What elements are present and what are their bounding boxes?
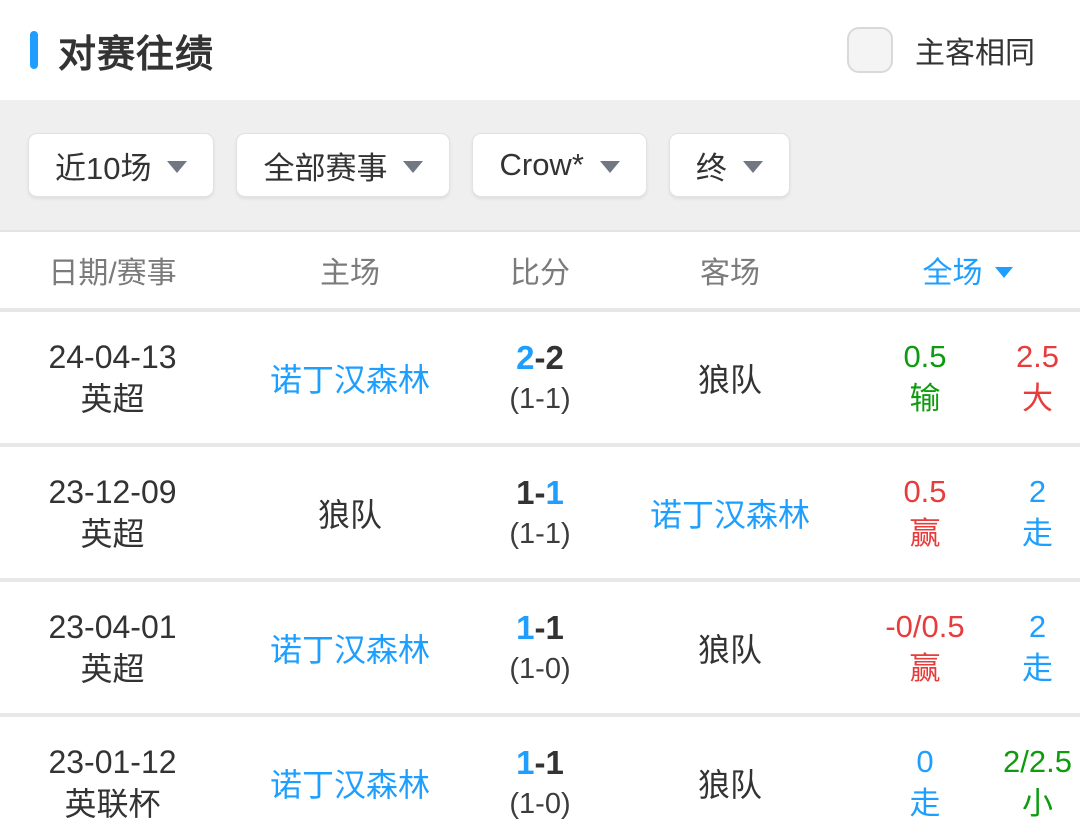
home-team[interactable]: 诺丁汉森林 (269, 631, 430, 668)
halftime-score: (1-0) (509, 652, 571, 685)
match-date: 23-01-12 (48, 743, 177, 780)
dropdown-recent-matches[interactable]: 近10场 (28, 133, 215, 197)
fulltime-score: 1-1 (475, 472, 605, 514)
competition: 英联杯 (64, 785, 161, 822)
col-score: 比分 (510, 257, 570, 290)
home-team[interactable]: 诺丁汉森林 (269, 361, 430, 398)
score-cell: 2-2 (1-1) (475, 337, 605, 419)
score-cell: 1-1 (1-1) (475, 472, 605, 554)
match-date: 24-04-13 (48, 338, 177, 375)
handicap-result: 走 (909, 785, 941, 821)
date-competition-cell: 24-04-13 英超 (0, 336, 225, 420)
col-away: 客场 (700, 257, 760, 290)
overunder-value: 2 (1028, 608, 1047, 644)
handicap-cell: -0/0.5 赢 (855, 606, 995, 690)
dropdown-all-competitions[interactable]: 全部赛事 (236, 133, 451, 197)
dropdown-label: 终 (695, 150, 727, 186)
overunder-cell: 2/2.5 小 (995, 741, 1080, 825)
table-header: 日期/赛事 主场 比分 客场 全场 (0, 232, 1080, 312)
halftime-score: (1-0) (509, 787, 571, 820)
section-header: 对赛往绩 主客相同 (0, 0, 1080, 100)
score-cell: 1-1 (1-0) (475, 742, 605, 824)
dropdown-label: Crow* (499, 147, 584, 182)
date-competition-cell: 23-04-01 英超 (0, 606, 225, 690)
away-team[interactable]: 狼队 (697, 766, 762, 803)
home-goals: 2 (516, 338, 535, 376)
overunder-result: 走 (1022, 515, 1053, 551)
match-date: 23-12-09 (48, 473, 177, 510)
table-row[interactable]: 23-01-12 英联杯 诺丁汉森林 1-1 (1-0) 狼队 0 走 2/2.… (0, 717, 1080, 836)
table-row[interactable]: 23-12-09 英超 狼队 1-1 (1-1) 诺丁汉森林 0.5 赢 2 走 (0, 447, 1080, 582)
overunder-value: 2.5 (1015, 338, 1060, 374)
home-team[interactable]: 诺丁汉森林 (269, 766, 430, 803)
col-fulltime-sort[interactable]: 全场 (855, 248, 1080, 292)
overunder-value: 2/2.5 (1003, 743, 1072, 779)
handicap-value: 0.5 (903, 338, 947, 374)
halftime-score: (1-1) (509, 382, 571, 415)
score-dash: - (534, 743, 546, 781)
home-goals: 1 (516, 608, 535, 646)
page-title: 对赛往绩 (58, 33, 215, 76)
checkbox-unchecked[interactable] (847, 27, 893, 73)
away-team[interactable]: 诺丁汉森林 (649, 496, 810, 533)
overunder-value: 2 (1028, 473, 1047, 509)
halftime-score: (1-1) (509, 517, 571, 550)
home-goals: 1 (516, 743, 535, 781)
date-competition-cell: 23-01-12 英联杯 (0, 741, 225, 825)
filter-bar: 近10场 全部赛事 Crow* 终 (0, 100, 1080, 232)
fulltime-score: 2-2 (475, 337, 605, 379)
away-team[interactable]: 狼队 (697, 361, 762, 398)
col-date-competition: 日期/赛事 (48, 257, 177, 290)
overunder-result: 走 (1022, 650, 1053, 686)
overunder-cell: 2 走 (995, 471, 1080, 555)
handicap-result: 赢 (909, 515, 941, 551)
handicap-value: 0 (916, 743, 934, 779)
overunder-cell: 2 走 (995, 606, 1080, 690)
col-fulltime-label: 全场 (922, 257, 983, 290)
dropdown-label: 全部赛事 (263, 150, 388, 186)
away-team[interactable]: 狼队 (697, 631, 762, 668)
overunder-result: 大 (1022, 380, 1053, 416)
dropdown-bookmaker[interactable]: Crow* (472, 133, 647, 197)
fulltime-score: 1-1 (475, 742, 605, 784)
same-home-away-toggle[interactable]: 主客相同 (847, 27, 1035, 73)
overunder-result: 小 (1022, 785, 1053, 821)
handicap-value: -0/0.5 (885, 608, 965, 644)
checkbox-label: 主客相同 (915, 37, 1035, 70)
chevron-down-icon (403, 161, 424, 173)
handicap-cell: 0.5 赢 (855, 471, 995, 555)
chevron-down-icon (742, 161, 763, 173)
table-row[interactable]: 24-04-13 英超 诺丁汉森林 2-2 (1-1) 狼队 0.5 输 2.5… (0, 312, 1080, 447)
title-accent-bar (30, 31, 38, 69)
score-dash: - (534, 608, 546, 646)
competition: 英超 (80, 380, 145, 417)
away-goals: 1 (545, 473, 564, 511)
home-team[interactable]: 狼队 (317, 496, 382, 533)
away-goals: 1 (545, 743, 564, 781)
away-goals: 2 (545, 338, 564, 376)
col-home: 主场 (320, 257, 380, 290)
chevron-down-icon (599, 161, 620, 173)
fulltime-score: 1-1 (475, 607, 605, 649)
table-row[interactable]: 23-04-01 英超 诺丁汉森林 1-1 (1-0) 狼队 -0/0.5 赢 … (0, 582, 1080, 717)
away-goals: 1 (545, 608, 564, 646)
dropdown-odds-time[interactable]: 终 (668, 133, 790, 197)
match-date: 23-04-01 (48, 608, 177, 645)
home-goals: 1 (516, 473, 535, 511)
handicap-cell: 0 走 (855, 741, 995, 825)
chevron-down-icon (167, 161, 188, 173)
handicap-value: 0.5 (903, 473, 947, 509)
overunder-cell: 2.5 大 (995, 336, 1080, 420)
handicap-result: 输 (909, 380, 941, 416)
handicap-cell: 0.5 输 (855, 336, 995, 420)
competition: 英超 (80, 650, 145, 687)
score-dash: - (534, 473, 546, 511)
handicap-result: 赢 (909, 650, 941, 686)
date-competition-cell: 23-12-09 英超 (0, 471, 225, 555)
score-cell: 1-1 (1-0) (475, 607, 605, 689)
competition: 英超 (80, 515, 145, 552)
sort-down-icon (994, 266, 1013, 278)
dropdown-label: 近10场 (55, 150, 152, 186)
score-dash: - (534, 338, 546, 376)
